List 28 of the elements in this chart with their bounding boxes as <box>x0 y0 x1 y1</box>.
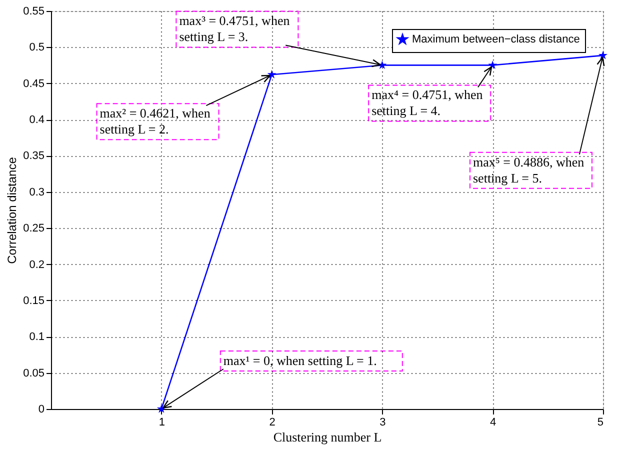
x-tick-label: 5 <box>597 416 604 428</box>
x-axis-title: Clustering number L <box>273 430 382 444</box>
y-tick-label: 0.55 <box>23 6 44 18</box>
point <box>598 50 608 60</box>
annotation: max⁵ = 0.4886, when setting L = 5. <box>473 154 585 186</box>
y-tick-label: 0.5 <box>29 42 44 54</box>
legend-label: Maximum between−class distance <box>412 34 580 46</box>
x-tick-label: 4 <box>490 416 496 428</box>
y-axis-title: Correlation distance <box>5 156 20 264</box>
y-tick-label: 0.4 <box>29 114 44 126</box>
y-tick-label: 0.25 <box>23 222 44 235</box>
y-tick-label: 0.2 <box>29 258 44 271</box>
y-tick-label: 0.3 <box>29 186 44 198</box>
x-tick-label: 2 <box>269 416 276 428</box>
annotation: max⁴ = 0.4751, when setting L = 4. <box>372 87 484 118</box>
y-tick-label: 0.15 <box>23 294 44 307</box>
y-tick-label: 0.1 <box>29 331 44 344</box>
y-tick-label: 0.05 <box>23 367 44 380</box>
annotation: max³ = 0.4751, when setting L = 3. <box>179 13 290 44</box>
annotation: max² = 0.4621, when setting L = 2. <box>100 106 211 137</box>
x-tick-label: 1 <box>158 416 165 428</box>
annotation: max¹ = 0, when setting L = 1. <box>223 353 377 368</box>
y-tick-label: 0.45 <box>23 78 44 90</box>
y-tick-label: 0 <box>38 404 44 416</box>
y-tick-label: 0.35 <box>23 150 44 162</box>
x-tick-label: 3 <box>380 416 386 428</box>
point <box>488 60 498 70</box>
point <box>267 70 276 78</box>
